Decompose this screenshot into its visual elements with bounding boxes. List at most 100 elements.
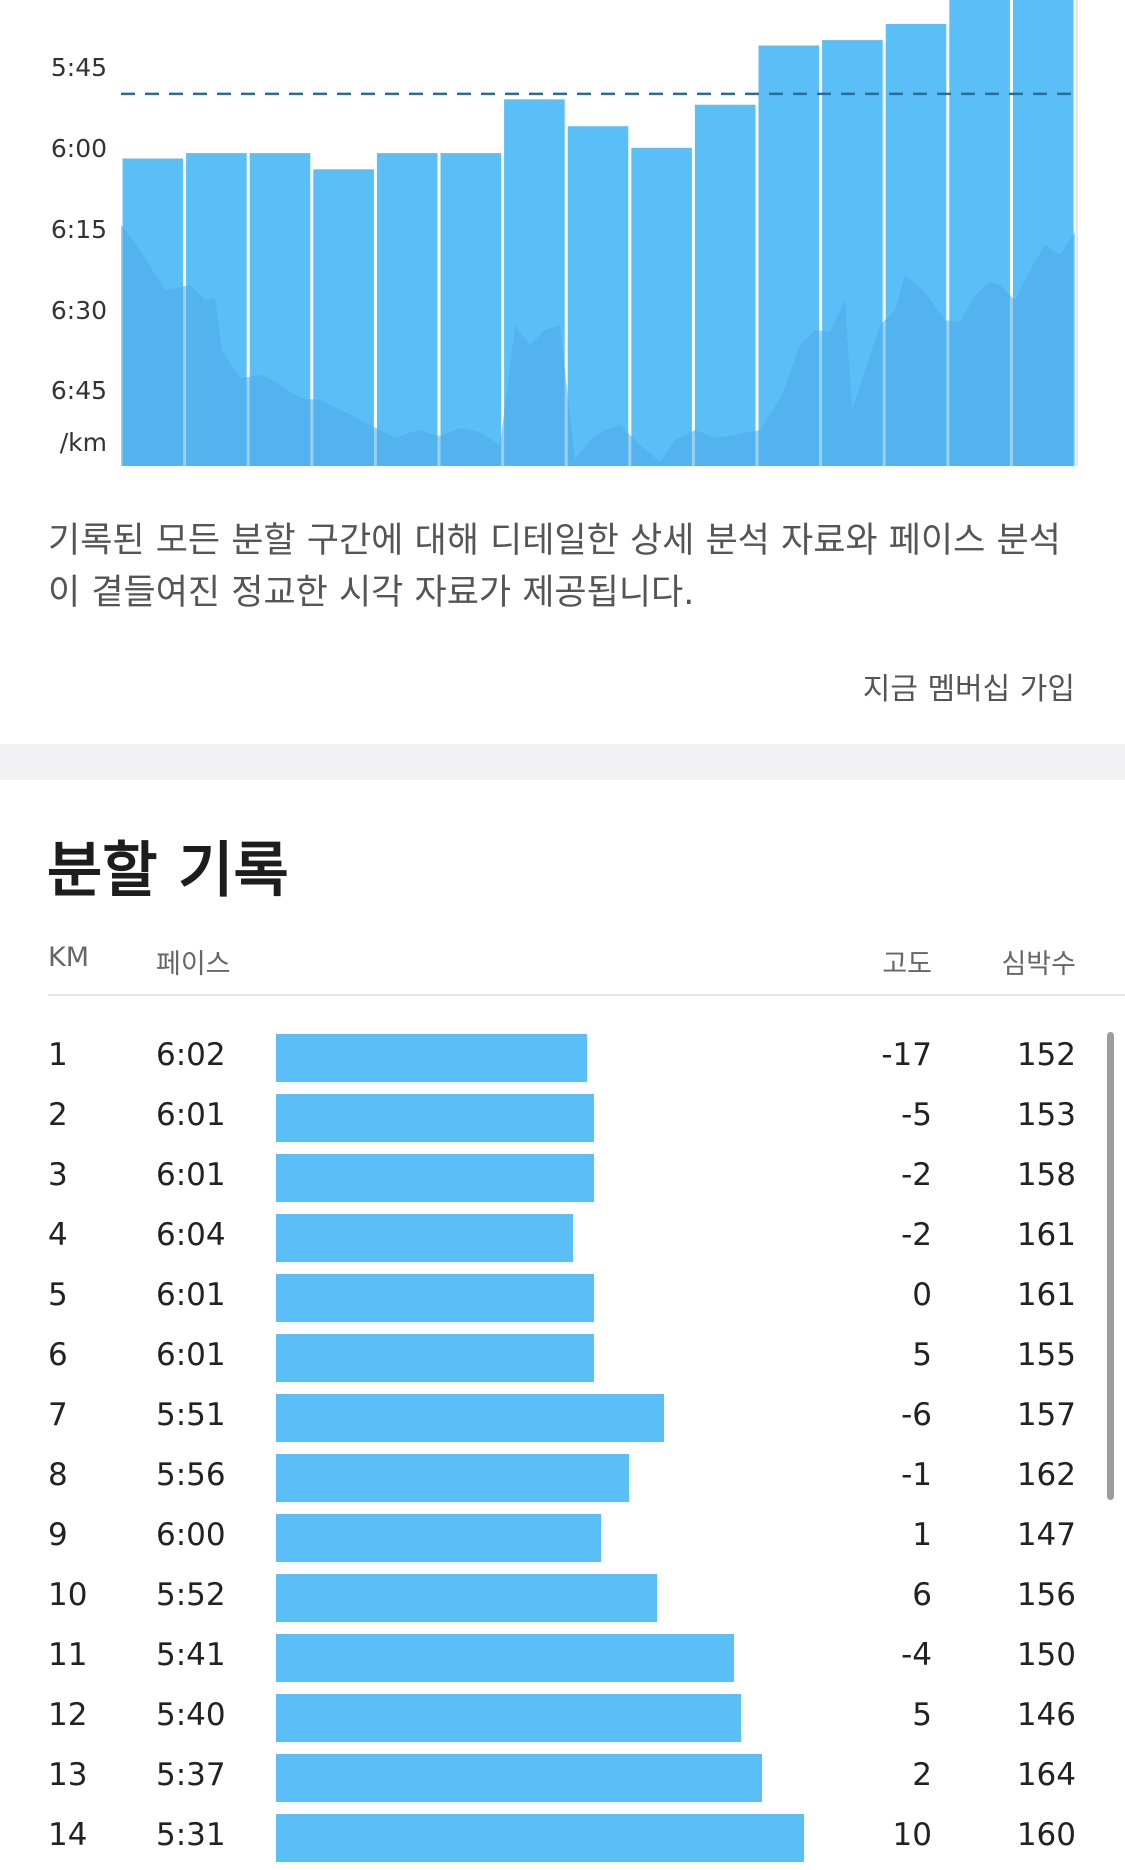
split-km: 5 [48, 1277, 68, 1313]
split-row: 9 6:00 1 147 [0, 1510, 1125, 1570]
split-elevation: -2 [901, 1157, 932, 1193]
split-pace-bar [276, 1214, 573, 1262]
split-heart-rate: 161 [1016, 1217, 1076, 1253]
column-header-pace: 페이스 [156, 949, 231, 980]
split-pace-bar [276, 1814, 804, 1862]
split-km: 7 [48, 1397, 68, 1433]
split-elevation: 6 [912, 1577, 932, 1613]
split-elevation: 5 [912, 1697, 932, 1733]
pace-bar-8 [567, 126, 629, 466]
split-km: 9 [48, 1517, 68, 1553]
join-membership-link[interactable]: 지금 멤버십 가입 [862, 672, 1075, 707]
split-elevation: -6 [901, 1397, 932, 1433]
split-heart-rate: 160 [1016, 1817, 1076, 1853]
split-elevation: 1 [912, 1517, 932, 1553]
split-pace: 5:51 [156, 1397, 226, 1433]
split-km: 12 [48, 1697, 88, 1733]
y-tick-label: 6:45 [51, 376, 107, 405]
split-km: 1 [48, 1037, 68, 1073]
split-pace: 6:01 [156, 1097, 226, 1133]
column-header-km: KM [48, 942, 90, 973]
split-pace: 6:01 [156, 1337, 226, 1373]
split-pace: 5:56 [156, 1457, 226, 1493]
split-elevation: 5 [912, 1337, 932, 1373]
split-elevation: -17 [881, 1037, 932, 1073]
split-heart-rate: 147 [1016, 1517, 1076, 1553]
split-elevation: 2 [912, 1757, 932, 1793]
column-header-heart-rate: 심박수 [1001, 949, 1076, 980]
split-pace: 6:00 [156, 1517, 226, 1553]
scrollbar[interactable] [1107, 1032, 1114, 1500]
split-heart-rate: 155 [1016, 1337, 1076, 1373]
split-elevation: -4 [901, 1637, 932, 1673]
split-km: 14 [48, 1817, 88, 1853]
split-row: 10 5:52 6 156 [0, 1570, 1125, 1630]
split-elevation: -5 [901, 1097, 932, 1133]
split-pace-bar [276, 1514, 601, 1562]
split-heart-rate: 157 [1016, 1397, 1076, 1433]
split-row: 2 6:01 -5 153 [0, 1090, 1125, 1150]
y-tick-label: 6:30 [51, 296, 107, 325]
split-row: 6 6:01 5 155 [0, 1330, 1125, 1390]
split-pace: 5:52 [156, 1577, 226, 1613]
split-pace-bar [276, 1034, 587, 1082]
split-heart-rate: 152 [1016, 1037, 1076, 1073]
pace-detail-area [121, 225, 1075, 466]
split-row: 11 5:41 -4 150 [0, 1630, 1125, 1690]
column-header-elevation: 고도 [882, 949, 932, 980]
split-heart-rate: 158 [1016, 1157, 1076, 1193]
split-km: 8 [48, 1457, 68, 1493]
y-unit-label: /km [60, 428, 107, 457]
split-pace-bar [276, 1754, 762, 1802]
split-km: 4 [48, 1217, 68, 1253]
split-pace-bar [276, 1094, 594, 1142]
split-row: 5 6:01 0 161 [0, 1270, 1125, 1330]
split-elevation: -2 [901, 1217, 932, 1253]
y-tick-label: 6:15 [51, 215, 107, 244]
pace-bar-5 [376, 153, 438, 466]
split-row: 1 6:02 -17 152 [0, 1030, 1125, 1090]
split-pace: 5:40 [156, 1697, 226, 1733]
split-row: 7 5:51 -6 157 [0, 1390, 1125, 1450]
split-heart-rate: 164 [1016, 1757, 1076, 1793]
pace-chart-card: 5:45 6:00 6:15 6:30 6:45/km 기록된 모든 분할 구간에 대해… [0, 0, 1125, 744]
split-km: 6 [48, 1337, 68, 1373]
header-divider [48, 994, 1125, 996]
split-row: 3 6:01 -2 158 [0, 1150, 1125, 1210]
y-tick-label: 5:45 [51, 53, 107, 82]
split-pace-bar [276, 1274, 594, 1322]
split-pace: 6:01 [156, 1157, 226, 1193]
split-row: 4 6:04 -2 161 [0, 1210, 1125, 1270]
split-pace-bar [276, 1334, 594, 1382]
split-pace: 6:02 [156, 1037, 226, 1073]
average-pace-line [121, 0, 1078, 466]
split-km: 13 [48, 1757, 88, 1793]
split-pace: 6:04 [156, 1217, 226, 1253]
split-elevation: 10 [892, 1817, 932, 1853]
pace-bar-6 [440, 153, 502, 466]
split-km: 10 [48, 1577, 88, 1613]
split-pace: 6:01 [156, 1277, 226, 1313]
split-row: 13 5:37 2 164 [0, 1750, 1125, 1810]
split-heart-rate: 161 [1016, 1277, 1076, 1313]
split-pace-bar [276, 1154, 594, 1202]
y-axis: 5:45 6:00 6:15 6:30 6:45/km [51, 53, 107, 457]
pace-bar-9 [631, 147, 692, 467]
split-heart-rate: 153 [1016, 1097, 1076, 1133]
split-pace-bar [276, 1694, 741, 1742]
y-tick-label: 6:00 [51, 134, 107, 163]
split-heart-rate: 146 [1016, 1697, 1076, 1733]
split-pace: 5:37 [156, 1757, 226, 1793]
split-pace-bar [276, 1454, 629, 1502]
split-elevation: -1 [901, 1457, 932, 1493]
split-km: 2 [48, 1097, 68, 1133]
split-row: 12 5:40 5 146 [0, 1690, 1125, 1750]
split-pace-bar [276, 1574, 657, 1622]
split-pace: 5:31 [156, 1817, 226, 1853]
split-km: 11 [48, 1637, 88, 1673]
pace-detail-area-shape [121, 225, 1075, 466]
split-km: 3 [48, 1157, 68, 1193]
split-heart-rate: 156 [1016, 1577, 1076, 1613]
section-divider [0, 744, 1125, 780]
split-pace: 5:41 [156, 1637, 226, 1673]
